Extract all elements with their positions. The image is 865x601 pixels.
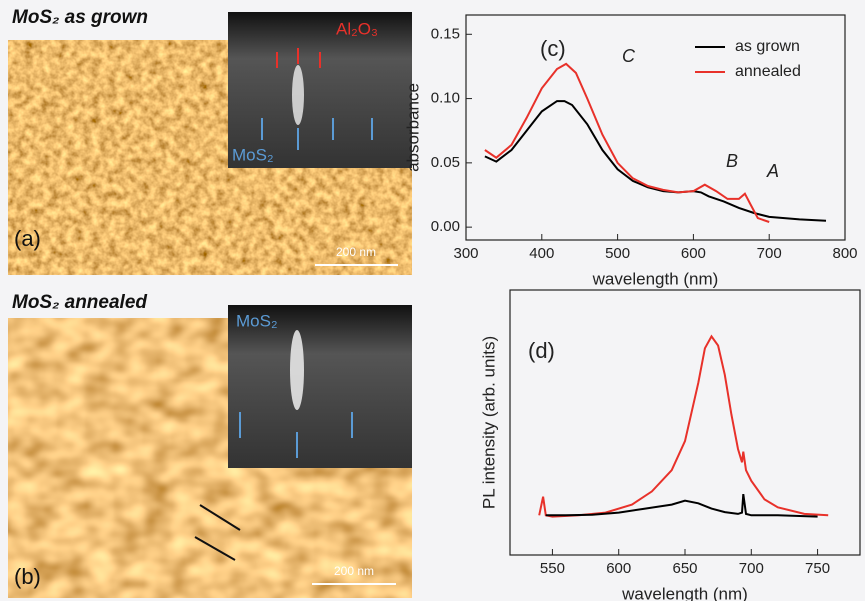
x-tick-label: 400: [529, 245, 554, 262]
x-axis-label: wavelength (nm): [592, 269, 719, 288]
data-line: [545, 493, 818, 518]
x-tick-label: 300: [453, 245, 478, 262]
panel-title: MoS₂ annealed: [12, 292, 147, 313]
panel-b: MoS₂ annealed MoS₂ (b) 200 nm: [8, 292, 412, 598]
x-tick-label: 550: [540, 560, 565, 577]
blue-arrows: [239, 412, 353, 458]
x-tick-label: 800: [832, 245, 857, 262]
inset-label: Al₂O₃: [336, 19, 378, 38]
y-tick-label: 0.00: [431, 218, 460, 235]
panel-label: (a): [14, 226, 41, 251]
y-tick-label: 0.15: [431, 25, 460, 42]
scale-bar-label: 200 nm: [334, 564, 374, 578]
panel-label: (b): [14, 564, 41, 589]
annotation: A: [766, 161, 779, 181]
x-axis-label: wavelength (nm): [621, 584, 748, 601]
x-tick-label: 750: [805, 560, 830, 577]
annotation: C: [622, 46, 636, 66]
streak: [292, 65, 304, 125]
y-tick-label: 0.05: [431, 154, 460, 171]
data-line: [484, 62, 770, 223]
inset-label: MoS₂: [232, 145, 274, 164]
x-tick-label: 600: [606, 560, 631, 577]
red-arrows: [276, 48, 321, 68]
black-arrows: [194, 504, 241, 561]
rheed-inset: [228, 305, 412, 468]
legend-label: as grown: [735, 38, 800, 55]
inset-label: MoS₂: [236, 311, 278, 330]
annotation: B: [726, 151, 738, 171]
data-line: [538, 334, 829, 518]
x-tick-label: 700: [757, 245, 782, 262]
y-tick-label: 0.10: [431, 90, 460, 107]
y-axis-label: PL intensity (arb. units): [479, 336, 498, 509]
panel-title: MoS₂ as grown: [12, 7, 148, 28]
x-tick-label: 500: [605, 245, 630, 262]
x-tick-label: 650: [672, 560, 697, 577]
x-tick-label: 600: [681, 245, 706, 262]
annotation: (d): [528, 338, 555, 363]
y-axis-label: absorbance: [403, 83, 422, 172]
legend-label: annealed: [735, 63, 801, 80]
blue-arrows: [261, 118, 373, 150]
rheed-inset: [228, 12, 412, 168]
streak: [290, 330, 304, 410]
annotation: (c): [540, 36, 566, 61]
panel-a: MoS₂ as grown Al₂O₃ MoS₂ (a) 200 nm: [8, 7, 412, 275]
scale-bar-label: 200 nm: [336, 245, 376, 259]
x-tick-label: 700: [739, 560, 764, 577]
plot-frame: [465, 14, 846, 241]
